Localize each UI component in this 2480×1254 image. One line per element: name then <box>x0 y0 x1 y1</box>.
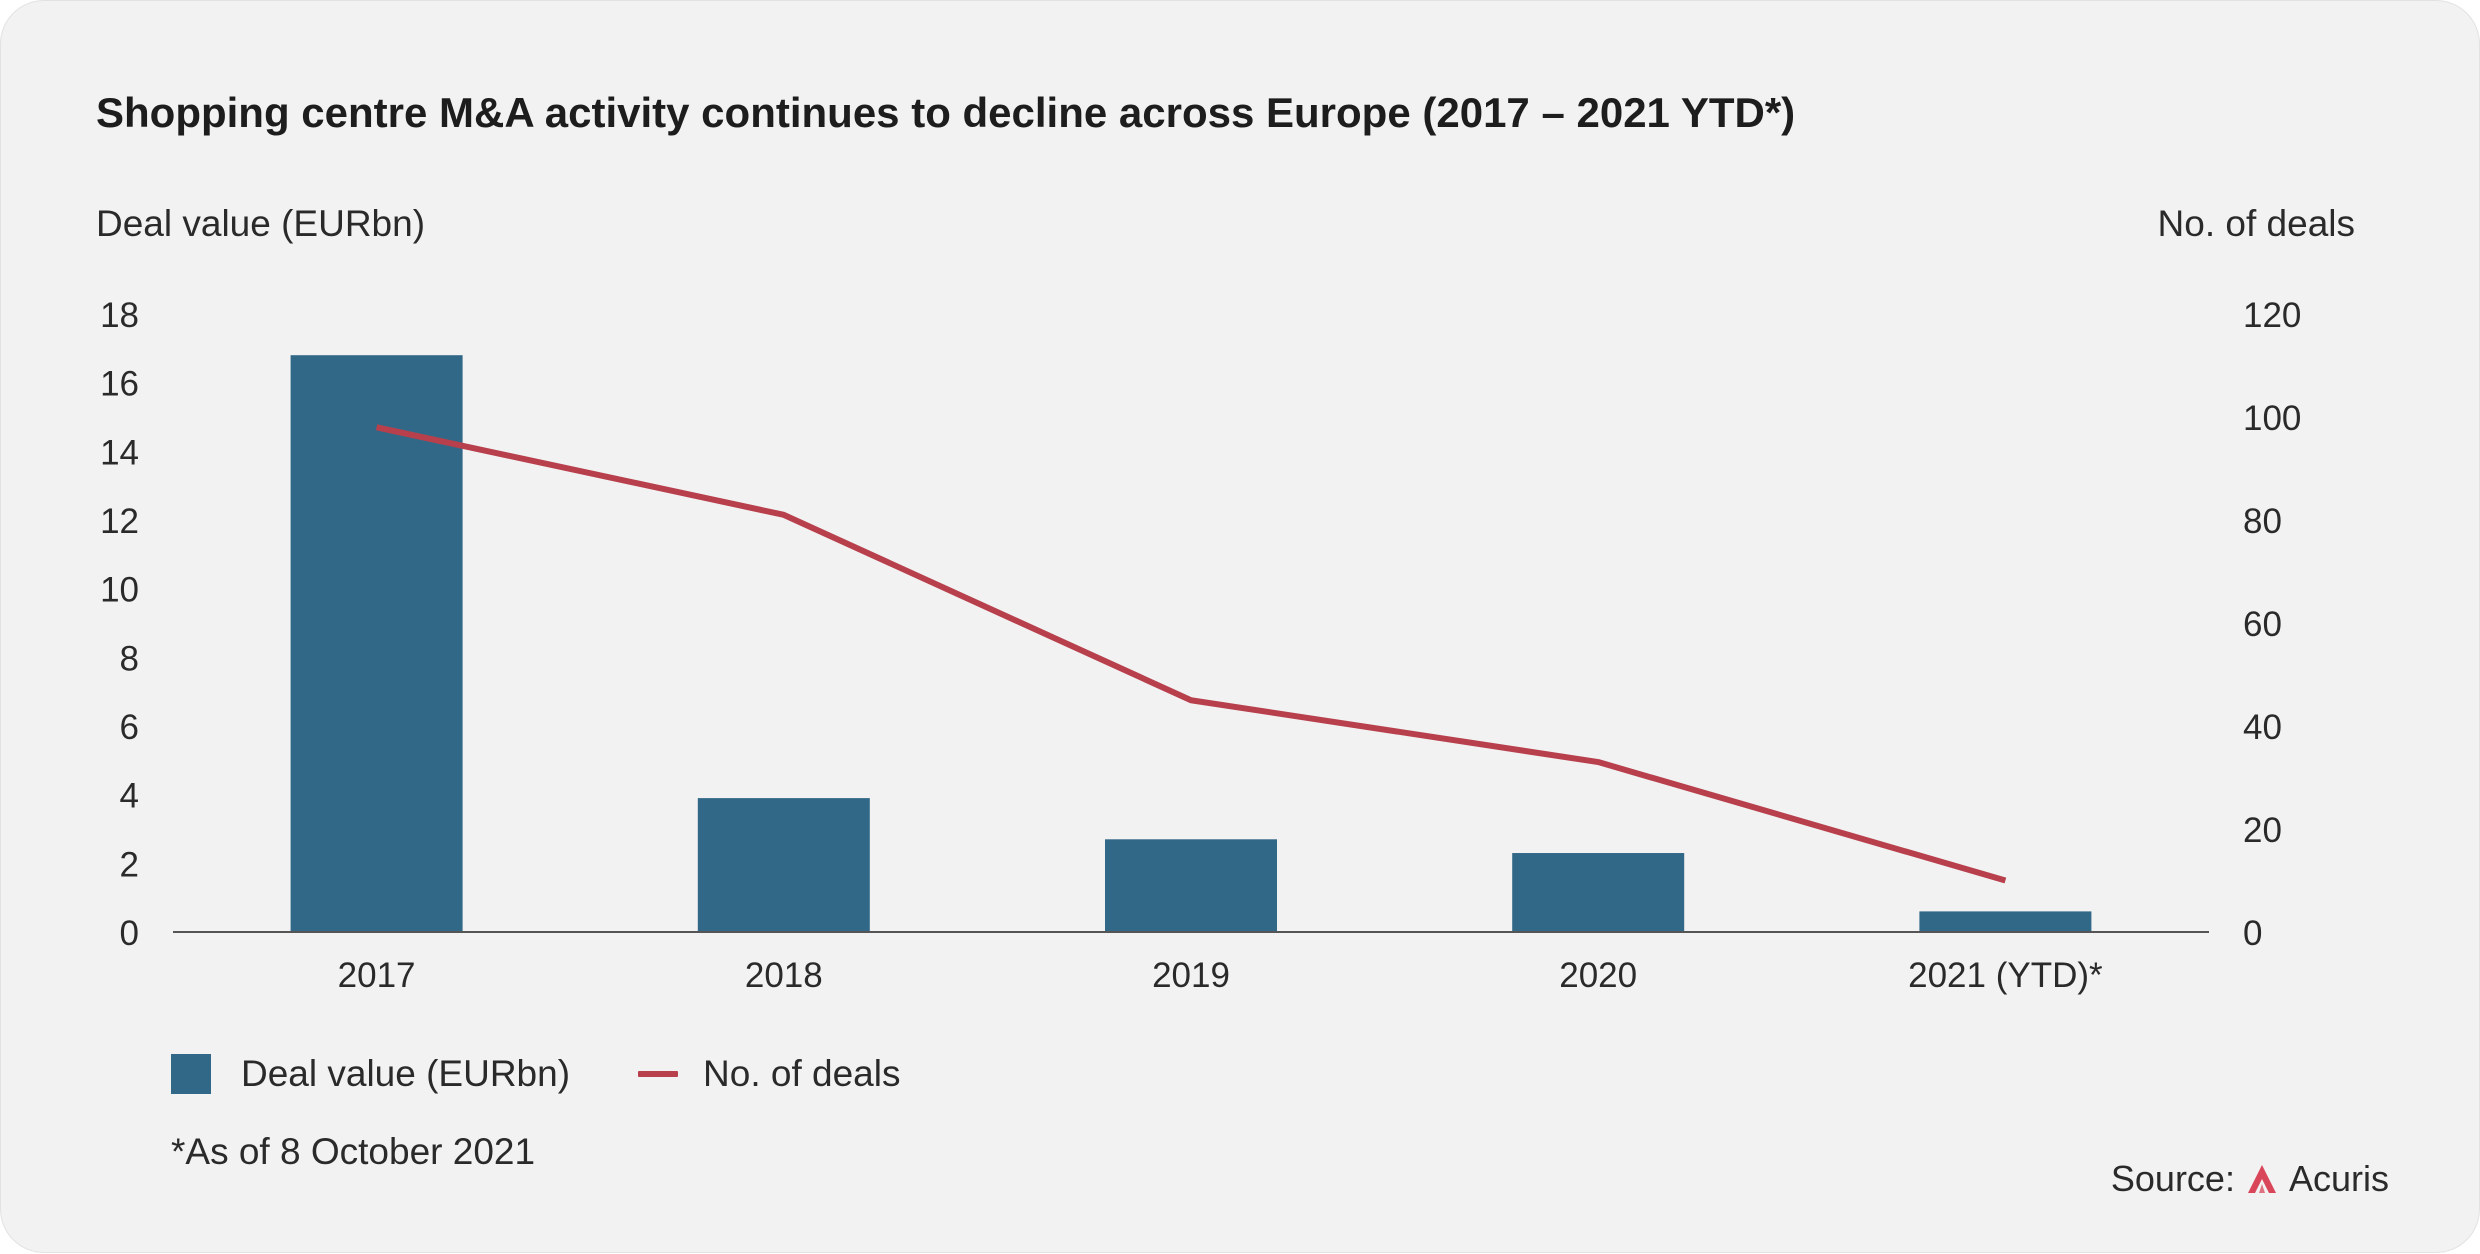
chart-legend: Deal value (EURbn) No. of deals <box>171 1053 968 1095</box>
x-tick-label: 2021 (YTD)* <box>1908 956 2103 995</box>
left-tick-label: 0 <box>120 914 139 953</box>
legend-item-no-of-deals: No. of deals <box>638 1053 900 1095</box>
source-label: Source: <box>2111 1158 2235 1200</box>
bar-2020 <box>1512 853 1684 932</box>
legend-swatch-line <box>638 1071 678 1077</box>
right-tick-label: 40 <box>2243 708 2282 747</box>
bar-2019 <box>1105 839 1277 932</box>
line-no-of-deals <box>377 427 2006 880</box>
legend-swatch-bar <box>171 1054 211 1094</box>
source-brand: Acuris <box>2289 1158 2389 1200</box>
x-tick-label: 2018 <box>745 956 823 995</box>
left-tick-label: 4 <box>120 777 139 816</box>
right-tick-label: 100 <box>2243 399 2301 438</box>
legend-item-deal-value: Deal value (EURbn) <box>171 1053 570 1095</box>
right-tick-label: 0 <box>2243 914 2262 953</box>
left-tick-label: 14 <box>100 433 139 472</box>
source-credit: Source: Acuris <box>2111 1158 2389 1200</box>
left-tick-label: 2 <box>120 845 139 884</box>
x-tick-label: 2017 <box>338 956 416 995</box>
left-tick-label: 16 <box>100 365 139 404</box>
acuris-logo-icon <box>2245 1162 2279 1196</box>
legend-label-deal-value: Deal value (EURbn) <box>241 1053 570 1095</box>
left-tick-label: 8 <box>120 639 139 678</box>
bar-2021-ytd <box>1919 911 2091 932</box>
left-tick-label: 10 <box>100 571 139 610</box>
legend-label-no-of-deals: No. of deals <box>703 1053 900 1095</box>
footnote: *As of 8 October 2021 <box>171 1131 535 1173</box>
right-tick-label: 60 <box>2243 605 2282 644</box>
bar-2018 <box>698 798 870 932</box>
left-tick-label: 12 <box>100 502 139 541</box>
x-tick-label: 2020 <box>1559 956 1637 995</box>
left-tick-label: 18 <box>100 296 139 335</box>
left-tick-label: 6 <box>120 708 139 747</box>
right-tick-label: 120 <box>2243 296 2301 335</box>
right-tick-label: 20 <box>2243 811 2282 850</box>
right-tick-label: 80 <box>2243 502 2282 541</box>
x-tick-label: 2019 <box>1152 956 1230 995</box>
